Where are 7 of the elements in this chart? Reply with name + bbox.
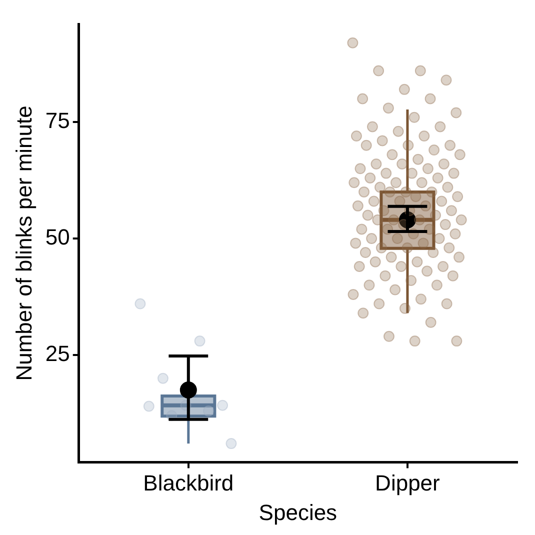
x-axis-title: Species (258, 500, 338, 525)
y-tick-label: 75 (45, 108, 70, 134)
y-axis-title: Number of blinks per minute (11, 106, 36, 381)
x-tick-label: Blackbird (143, 470, 234, 496)
y-tick-label: 50 (45, 224, 70, 250)
x-tick-label: Dipper (375, 470, 440, 496)
y-tick-label: 25 (45, 341, 70, 366)
